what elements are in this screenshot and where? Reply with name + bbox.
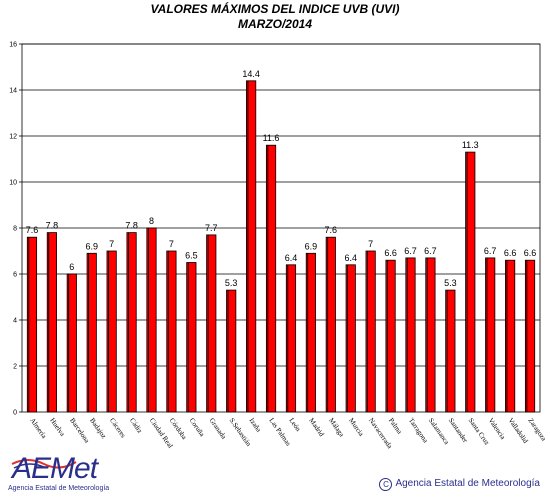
bar: [66, 273, 77, 413]
bar-value-label: 11.3: [462, 140, 479, 150]
bar-value-label: 6.7: [484, 246, 497, 256]
bar-value-label: 6.6: [524, 248, 537, 258]
bar-value-label: 7.6: [325, 225, 338, 235]
bar-value-label: 6.7: [424, 246, 437, 256]
category-label: Cádiz: [128, 417, 144, 435]
bar: [146, 227, 157, 413]
bar-value-label: 6.6: [504, 248, 517, 258]
bar-value-label: 6.7: [404, 246, 417, 256]
logo-subtext: Agencia Estatal de Meteorología: [8, 485, 110, 492]
bar: [26, 236, 38, 413]
bar: [46, 232, 57, 413]
bar: [186, 262, 197, 413]
bar: [325, 236, 336, 413]
category-label: Málaga: [327, 417, 346, 440]
bar-value-label: 6.4: [344, 253, 357, 263]
bar-value-label: 6.5: [185, 251, 198, 261]
category-label: Madrid: [307, 417, 326, 439]
bar: [126, 232, 137, 413]
category-label: Almería: [28, 417, 48, 441]
bar: [246, 80, 257, 413]
bar: [505, 259, 516, 413]
bar: [166, 250, 177, 413]
bar-value-label: 6.4: [285, 253, 298, 263]
y-tick-label: 6: [13, 272, 17, 279]
bar-value-label: 6.6: [384, 248, 397, 258]
bar-value-label: 7.8: [125, 221, 138, 231]
category-label: Granada: [208, 417, 229, 442]
category-label: Cáceres: [108, 417, 127, 440]
bar: [206, 234, 217, 413]
bar-value-label: 8: [149, 216, 154, 226]
bar: [405, 257, 416, 413]
bar: [365, 250, 376, 413]
category-label: Izaña: [247, 417, 263, 435]
bar: [485, 257, 496, 413]
y-tick-label: 16: [9, 42, 17, 49]
copyright-notice: C Agencia Estatal de Meteorología: [379, 478, 540, 491]
uvi-bar-chart: 02468101214167.6Almería7.8Huelva6Barcelo…: [9, 42, 548, 451]
plot-area-border: [21, 43, 541, 413]
bar: [265, 144, 277, 413]
bar: [226, 289, 237, 413]
bar-value-label: 6.9: [85, 241, 98, 251]
chart-title: VALORES MÁXIMOS DEL INDICE UVB (UVI): [150, 2, 400, 16]
bar-value-label: 7.8: [46, 221, 59, 231]
bar-value-label: 11.6: [263, 133, 280, 143]
bar-value-label: 7: [109, 239, 114, 249]
bar: [345, 264, 356, 413]
y-tick-label: 2: [13, 364, 17, 371]
bar-value-label: 5.3: [444, 278, 457, 288]
category-label: Huelva: [48, 417, 67, 439]
bar-value-label: 7: [368, 239, 373, 249]
chart-subtitle: MARZO/2014: [237, 17, 313, 31]
aemet-logo: [11, 459, 77, 469]
bar: [305, 252, 316, 413]
bar: [86, 252, 97, 413]
bar: [425, 257, 436, 413]
bar: [465, 151, 476, 413]
bar-value-label: 14.4: [242, 69, 260, 79]
copyright-text: Agencia Estatal de Meteorología: [395, 478, 540, 489]
category-label: Murcia: [347, 417, 366, 439]
category-label: Palma: [387, 417, 404, 437]
bar-value-label: 7: [169, 239, 174, 249]
bar: [385, 259, 396, 413]
category-label: Coruña: [188, 417, 207, 439]
y-tick-label: 0: [13, 410, 17, 417]
bar: [445, 289, 456, 413]
y-tick-label: 14: [9, 88, 17, 95]
category-label: Valencia: [487, 417, 508, 442]
y-tick-label: 10: [9, 180, 17, 187]
bar-value-label: 7.7: [205, 223, 218, 233]
bar: [106, 250, 117, 413]
y-tick-label: 12: [9, 134, 17, 141]
bar: [285, 264, 297, 413]
copyright-icon: C: [379, 478, 393, 491]
logo-wordmark: AEMet: [12, 452, 98, 485]
category-label: Badajoz: [88, 417, 108, 440]
bar-value-label: 6: [69, 262, 74, 272]
category-label: León: [287, 417, 302, 434]
y-tick-label: 8: [13, 226, 17, 233]
bar-value-label: 6.9: [305, 241, 318, 251]
category-label: Córdoba: [168, 417, 189, 442]
y-tick-label: 4: [13, 318, 17, 325]
bar-value-label: 5.3: [225, 278, 238, 288]
bar-value-label: 7.6: [26, 225, 39, 235]
bar: [524, 259, 536, 413]
